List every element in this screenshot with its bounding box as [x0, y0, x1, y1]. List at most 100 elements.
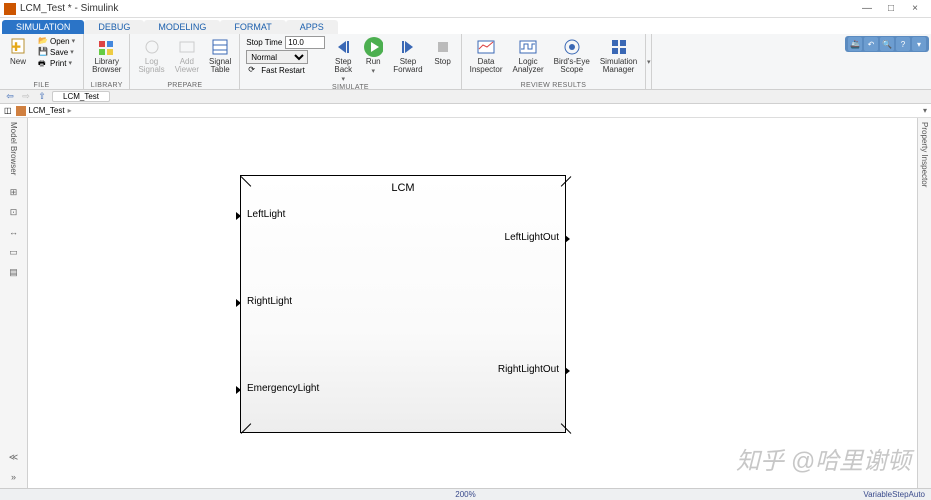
palette-bottom2-icon[interactable]: » — [7, 470, 21, 484]
ship-icon[interactable]: 🚢 — [848, 37, 862, 51]
mode-select[interactable]: Normal — [246, 50, 308, 64]
library-icon — [97, 37, 117, 57]
input-port-arrow[interactable] — [236, 299, 241, 307]
model-tab[interactable]: LCM_Test — [52, 91, 110, 102]
svg-text:✚: ✚ — [11, 40, 21, 54]
model-icon — [16, 106, 26, 116]
canvas[interactable]: LCM LeftLight RightLight EmergencyLight Left… — [28, 118, 917, 488]
output-port-label: LeftLightOut — [505, 232, 559, 243]
input-port-label: RightLight — [247, 296, 292, 307]
ribbon-group-file: ✚ New 📂Open▾ 💾Save▾ 🖶Print▾ FILE — [0, 34, 84, 89]
help-icon[interactable]: ? — [896, 37, 910, 51]
print-button[interactable]: 🖶Print▾ — [36, 58, 77, 68]
ribbon-tabs: SIMULATION DEBUG MODELING FORMAT APPS — [0, 18, 931, 34]
input-port-arrow[interactable] — [236, 212, 241, 220]
qa-forward-button[interactable]: ⇨ — [20, 91, 32, 103]
main-area: Model Browser ⊞ ⊡ ↔ ▭ ▤ ≪ » LCM LeftLight… — [0, 118, 931, 488]
right-bar: Property Inspector — [917, 118, 931, 488]
tab-debug[interactable]: DEBUG — [84, 20, 144, 34]
output-port-arrow[interactable] — [565, 235, 570, 243]
stop-icon — [433, 37, 453, 57]
signal-table-icon — [210, 37, 230, 57]
palette-bottom1-icon[interactable]: ≪ — [7, 450, 21, 464]
minimize-button[interactable]: — — [855, 3, 879, 14]
block-title: LCM — [241, 182, 565, 194]
block-corner — [561, 423, 572, 434]
data-inspector-icon — [476, 37, 496, 57]
ribbon-overflow[interactable]: ▾ — [647, 58, 651, 66]
tab-apps[interactable]: APPS — [286, 20, 338, 34]
left-palette: Model Browser ⊞ ⊡ ↔ ▭ ▤ ≪ » — [0, 118, 28, 488]
library-browser-button[interactable]: Library Browser — [90, 36, 123, 75]
status-zoom: 200% — [455, 490, 475, 499]
ribbon-group-simulate: Stop Time Normal ⟳Fast Restart Step Back… — [240, 34, 461, 89]
print-icon: 🖶 — [38, 58, 48, 68]
subsystem-block[interactable]: LCM LeftLight RightLight EmergencyLight Left… — [240, 175, 566, 433]
log-signals-button[interactable]: Log Signals — [136, 36, 166, 75]
sim-manager-button[interactable]: Simulation Manager — [598, 36, 639, 75]
birds-eye-icon — [562, 37, 582, 57]
step-forward-button[interactable]: Step Forward — [391, 36, 424, 75]
input-port-label: EmergencyLight — [247, 383, 319, 394]
stoptime-label: Stop Time — [246, 38, 282, 47]
save-button[interactable]: 💾Save▾ — [36, 47, 77, 57]
collapse-icon[interactable]: ▾ — [912, 37, 926, 51]
ribbon: ✚ New 📂Open▾ 💾Save▾ 🖶Print▾ FILE Library… — [0, 34, 931, 90]
quick-access-bar: ⇦ ⇨ ⇧ LCM_Test — [0, 90, 931, 104]
add-viewer-button[interactable]: Add Viewer — [173, 36, 201, 75]
model-browser-label[interactable]: Model Browser — [9, 122, 18, 175]
palette-zoom-icon[interactable]: ⊡ — [7, 205, 21, 219]
data-inspector-button[interactable]: Data Inspector — [468, 36, 505, 75]
logic-analyzer-icon — [518, 37, 538, 57]
new-button[interactable]: ✚ New — [6, 36, 30, 67]
stop-button[interactable]: Stop — [431, 36, 455, 67]
step-back-button[interactable]: Step Back▾ — [331, 36, 355, 84]
explorer-icon[interactable]: ◫ — [4, 106, 12, 115]
input-port-label: LeftLight — [247, 209, 285, 220]
sim-manager-icon — [609, 37, 629, 57]
app-icon — [4, 3, 16, 15]
close-button[interactable]: × — [903, 3, 927, 14]
palette-pan-icon[interactable]: ↔ — [7, 225, 21, 239]
ribbon-quick-right: 🚢 ↶ 🔍 ? ▾ — [845, 36, 929, 52]
tab-simulation[interactable]: SIMULATION — [2, 20, 84, 34]
new-icon: ✚ — [8, 37, 28, 57]
tab-format[interactable]: FORMAT — [220, 20, 285, 34]
palette-image-icon[interactable]: ▤ — [7, 265, 21, 279]
breadcrumb-bar: ◫ LCM_Test ▸ ▾ — [0, 104, 931, 118]
step-forward-icon — [398, 37, 418, 57]
birds-eye-button[interactable]: Bird's-Eye Scope — [552, 36, 592, 75]
logic-analyzer-button[interactable]: Logic Analyzer — [511, 36, 546, 75]
signal-table-button[interactable]: Signal Table — [207, 36, 233, 75]
input-port-arrow[interactable] — [236, 386, 241, 394]
search-icon[interactable]: 🔍 — [880, 37, 894, 51]
open-button[interactable]: 📂Open▾ — [36, 36, 77, 46]
palette-annotate-icon[interactable]: ▭ — [7, 245, 21, 259]
ribbon-group-prepare: Log Signals Add Viewer Signal Table PREP… — [130, 34, 240, 89]
breadcrumb-dropdown[interactable]: ▾ — [923, 106, 927, 115]
palette-fit-icon[interactable]: ⊞ — [7, 185, 21, 199]
block-corner — [241, 423, 252, 434]
qa-back-button[interactable]: ⇦ — [4, 91, 16, 103]
qa-up-button[interactable]: ⇧ — [36, 91, 48, 103]
breadcrumb-model[interactable]: LCM_Test — [29, 106, 65, 115]
fast-restart-button[interactable]: ⟳Fast Restart — [246, 65, 325, 75]
breadcrumb-arrow-icon: ▸ — [68, 106, 72, 115]
window-titlebar: LCM_Test * - Simulink — □ × — [0, 0, 931, 18]
ribbon-group-library: Library Browser LIBRARY — [84, 34, 130, 89]
maximize-button[interactable]: □ — [879, 3, 903, 14]
save-icon: 💾 — [38, 47, 48, 57]
log-signals-icon — [142, 37, 162, 57]
run-icon — [363, 37, 383, 57]
status-bar: 200% VariableStepAuto — [0, 488, 931, 500]
output-port-arrow[interactable] — [565, 367, 570, 375]
status-solver: VariableStepAuto — [863, 490, 925, 499]
step-back-icon — [333, 37, 353, 57]
open-icon: 📂 — [38, 36, 48, 46]
tab-modeling[interactable]: MODELING — [144, 20, 220, 34]
undo-icon[interactable]: ↶ — [864, 37, 878, 51]
run-button[interactable]: Run▾ — [361, 36, 385, 76]
add-viewer-icon — [177, 37, 197, 57]
property-inspector-label[interactable]: Property Inspector — [920, 122, 929, 488]
stoptime-input[interactable] — [285, 36, 325, 49]
